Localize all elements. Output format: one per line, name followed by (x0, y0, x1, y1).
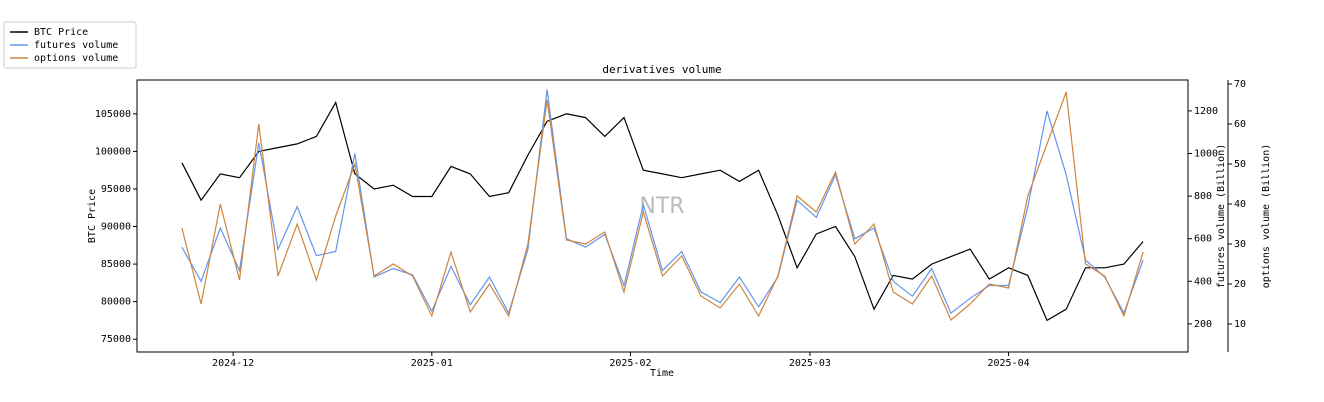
y2-tick-label: 800 (1194, 191, 1212, 202)
y3-axis-label: options volume (Billion) (1261, 144, 1272, 289)
series-line (181, 89, 1144, 315)
x-tick-label: 2025-03 (789, 358, 831, 369)
legend-box (3, 21, 137, 69)
plot-frame (136, 79, 1189, 353)
x-tick-label: 2025-02 (609, 358, 651, 369)
y2-tick-label: 600 (1194, 234, 1212, 245)
y3-tick-label: 70 (1234, 79, 1246, 90)
y3-tick-label: 20 (1234, 279, 1246, 290)
x-tick-label: 2024-12 (212, 358, 254, 369)
x-axis-label: Time (650, 368, 674, 379)
y2-tick-label: 400 (1194, 276, 1212, 287)
y-tick-label: 90000 (101, 222, 131, 233)
series-line (181, 91, 1144, 321)
y2-tick-label: 1000 (1194, 148, 1218, 159)
y2-tick-label: 200 (1194, 319, 1212, 330)
y2-tick-label: 1200 (1194, 106, 1218, 117)
y-axis-label: BTC Price (87, 189, 98, 243)
y3-tick-label: 60 (1234, 119, 1246, 130)
y-tick-label: 75000 (101, 334, 131, 345)
y3-tick-label: 30 (1234, 239, 1246, 250)
watermark: NTR (639, 194, 684, 219)
x-tick-label: 2025-01 (411, 358, 453, 369)
y-tick-label: 85000 (101, 259, 131, 270)
chart-title: derivatives volume (602, 63, 721, 76)
y-tick-label: 100000 (95, 146, 131, 157)
y2-axis-label: futures volume (Billion) (1216, 144, 1227, 289)
legend-label: options volume (34, 53, 118, 64)
legend-label: BTC Price (34, 27, 88, 38)
x-tick-label: 2025-04 (987, 358, 1029, 369)
y-tick-label: 105000 (95, 109, 131, 120)
legend-label: futures volume (34, 40, 118, 51)
y3-tick-label: 50 (1234, 159, 1246, 170)
y-tick-label: 95000 (101, 184, 131, 195)
y-tick-label: 80000 (101, 297, 131, 308)
y3-tick-label: 40 (1234, 199, 1246, 210)
y3-tick-label: 10 (1234, 319, 1246, 330)
series-line (181, 100, 1144, 322)
